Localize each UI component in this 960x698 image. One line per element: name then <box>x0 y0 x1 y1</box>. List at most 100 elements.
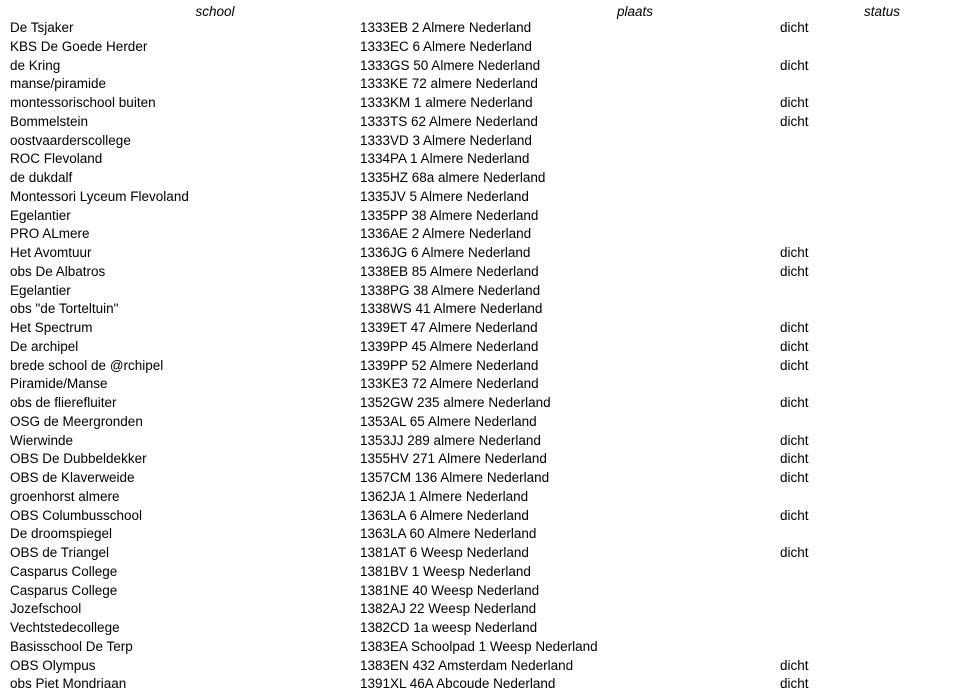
cell-status <box>780 282 930 301</box>
cell-school: manse/piramide <box>10 75 360 94</box>
cell-plaats: 1363LA 60 Almere Nederland <box>360 525 780 544</box>
table-row: OBS de Triangel1381AT 6 Weesp Nederlandd… <box>10 544 950 563</box>
cell-status <box>780 75 930 94</box>
cell-plaats: 1333GS 50 Almere Nederland <box>360 57 780 76</box>
table-row: OBS Columbusschool1363LA 6 Almere Nederl… <box>10 507 950 526</box>
cell-plaats: 1338EB 85 Almere Nederland <box>360 263 780 282</box>
cell-status: dicht <box>780 263 930 282</box>
table-row: Wierwinde1353JJ 289 almere Nederlanddich… <box>10 432 950 451</box>
cell-status <box>780 488 930 507</box>
table-row: obs De Albatros1338EB 85 Almere Nederlan… <box>10 263 950 282</box>
cell-status: dicht <box>780 507 930 526</box>
cell-plaats: 1362JA 1 Almere Nederland <box>360 488 780 507</box>
cell-school: groenhorst almere <box>10 488 360 507</box>
table-row: manse/piramide1333KE 72 almere Nederland <box>10 75 950 94</box>
cell-status: dicht <box>780 432 930 451</box>
cell-plaats: 1339PP 45 Almere Nederland <box>360 338 780 357</box>
cell-plaats: 1333EC 6 Almere Nederland <box>360 38 780 57</box>
cell-plaats: 1381BV 1 Weesp Nederland <box>360 563 780 582</box>
table-header-row: school plaats status <box>10 4 950 19</box>
cell-status: dicht <box>780 113 930 132</box>
table-row: PRO ALmere1336AE 2 Almere Nederland <box>10 225 950 244</box>
cell-school: De archipel <box>10 338 360 357</box>
cell-school: OBS De Dubbeldekker <box>10 450 360 469</box>
cell-school: OBS Olympus <box>10 657 360 676</box>
cell-plaats: 1357CM 136 Almere Nederland <box>360 469 780 488</box>
cell-plaats: 1333EB 2 Almere Nederland <box>360 19 780 38</box>
cell-school: Bommelstein <box>10 113 360 132</box>
cell-school: ROC Flevoland <box>10 150 360 169</box>
cell-status: dicht <box>780 675 930 694</box>
cell-school: montessorischool buiten <box>10 94 360 113</box>
cell-school: Egelantier <box>10 282 360 301</box>
cell-status <box>780 525 930 544</box>
cell-school: OBS de Triangel <box>10 544 360 563</box>
cell-school: Basisschool De Terp <box>10 638 360 657</box>
cell-plaats: 1353JJ 289 almere Nederland <box>360 432 780 451</box>
cell-plaats: 1336JG 6 Almere Nederland <box>360 244 780 263</box>
header-plaats: plaats <box>360 4 780 19</box>
cell-status <box>780 563 930 582</box>
cell-school: Het Spectrum <box>10 319 360 338</box>
cell-plaats: 1383EN 432 Amsterdam Nederland <box>360 657 780 676</box>
table-row: Piramide/Manse133KE3 72 Almere Nederland <box>10 375 950 394</box>
cell-school: Jozefschool <box>10 600 360 619</box>
table-row: Casparus College1381NE 40 Weesp Nederlan… <box>10 582 950 601</box>
cell-plaats: 1381NE 40 Weesp Nederland <box>360 582 780 601</box>
table-row: De Tsjaker1333EB 2 Almere Nederlanddicht <box>10 19 950 38</box>
cell-school: Wierwinde <box>10 432 360 451</box>
cell-plaats: 1352GW 235 almere Nederland <box>360 394 780 413</box>
cell-plaats: 1339PP 52 Almere Nederland <box>360 357 780 376</box>
table-row: brede school de @rchipel1339PP 52 Almere… <box>10 357 950 376</box>
cell-status <box>780 619 930 638</box>
table-row: oostvaarderscollege1333VD 3 Almere Neder… <box>10 132 950 151</box>
table-row: montessorischool buiten1333KM 1 almere N… <box>10 94 950 113</box>
cell-status <box>780 169 930 188</box>
cell-plaats: 1334PA 1 Almere Nederland <box>360 150 780 169</box>
cell-plaats: 1335JV 5 Almere Nederland <box>360 188 780 207</box>
table-row: ROC Flevoland1334PA 1 Almere Nederland <box>10 150 950 169</box>
cell-status: dicht <box>780 57 930 76</box>
cell-status: dicht <box>780 319 930 338</box>
cell-plaats: 1333VD 3 Almere Nederland <box>360 132 780 151</box>
cell-plaats: 1333KE 72 almere Nederland <box>360 75 780 94</box>
cell-school: OBS Columbusschool <box>10 507 360 526</box>
cell-status: dicht <box>780 657 930 676</box>
cell-plaats: 133KE3 72 Almere Nederland <box>360 375 780 394</box>
cell-status <box>780 38 930 57</box>
cell-school: PRO ALmere <box>10 225 360 244</box>
cell-plaats: 1335HZ 68a almere Nederland <box>360 169 780 188</box>
table-row: de dukdalf1335HZ 68a almere Nederland <box>10 169 950 188</box>
cell-status: dicht <box>780 19 930 38</box>
table-row: Bommelstein1333TS 62 Almere Nederlanddic… <box>10 113 950 132</box>
cell-status <box>780 375 930 394</box>
cell-status: dicht <box>780 394 930 413</box>
cell-school: obs De Albatros <box>10 263 360 282</box>
cell-status <box>780 600 930 619</box>
cell-school: oostvaarderscollege <box>10 132 360 151</box>
table-row: Montessori Lyceum Flevoland1335JV 5 Alme… <box>10 188 950 207</box>
table-row: OBS de Klaverweide1357CM 136 Almere Nede… <box>10 469 950 488</box>
cell-school: Casparus College <box>10 582 360 601</box>
cell-school: OBS de Klaverweide <box>10 469 360 488</box>
cell-plaats: 1338WS 41 Almere Nederland <box>360 300 780 319</box>
cell-status: dicht <box>780 357 930 376</box>
cell-school: de Kring <box>10 57 360 76</box>
table-row: OSG de Meergronden1353AL 65 Almere Neder… <box>10 413 950 432</box>
cell-status: dicht <box>780 469 930 488</box>
table-row: obs "de Torteltuin"1338WS 41 Almere Nede… <box>10 300 950 319</box>
cell-plaats: 1382CD 1a weesp Nederland <box>360 619 780 638</box>
cell-school: KBS De Goede Herder <box>10 38 360 57</box>
cell-status <box>780 207 930 226</box>
cell-status: dicht <box>780 244 930 263</box>
table-row: Het Spectrum1339ET 47 Almere Nederlanddi… <box>10 319 950 338</box>
header-school: school <box>10 4 360 19</box>
table-row: KBS De Goede Herder1333EC 6 Almere Neder… <box>10 38 950 57</box>
table-row: obs Piet Mondriaan1391XL 46A Abcoude Ned… <box>10 675 950 694</box>
cell-school: obs de flierefluiter <box>10 394 360 413</box>
schools-table: school plaats status De Tsjaker1333EB 2 … <box>10 4 950 694</box>
cell-status <box>780 582 930 601</box>
cell-school: obs Piet Mondriaan <box>10 675 360 694</box>
cell-school: Montessori Lyceum Flevoland <box>10 188 360 207</box>
table-row: de Kring1333GS 50 Almere Nederlanddicht <box>10 57 950 76</box>
